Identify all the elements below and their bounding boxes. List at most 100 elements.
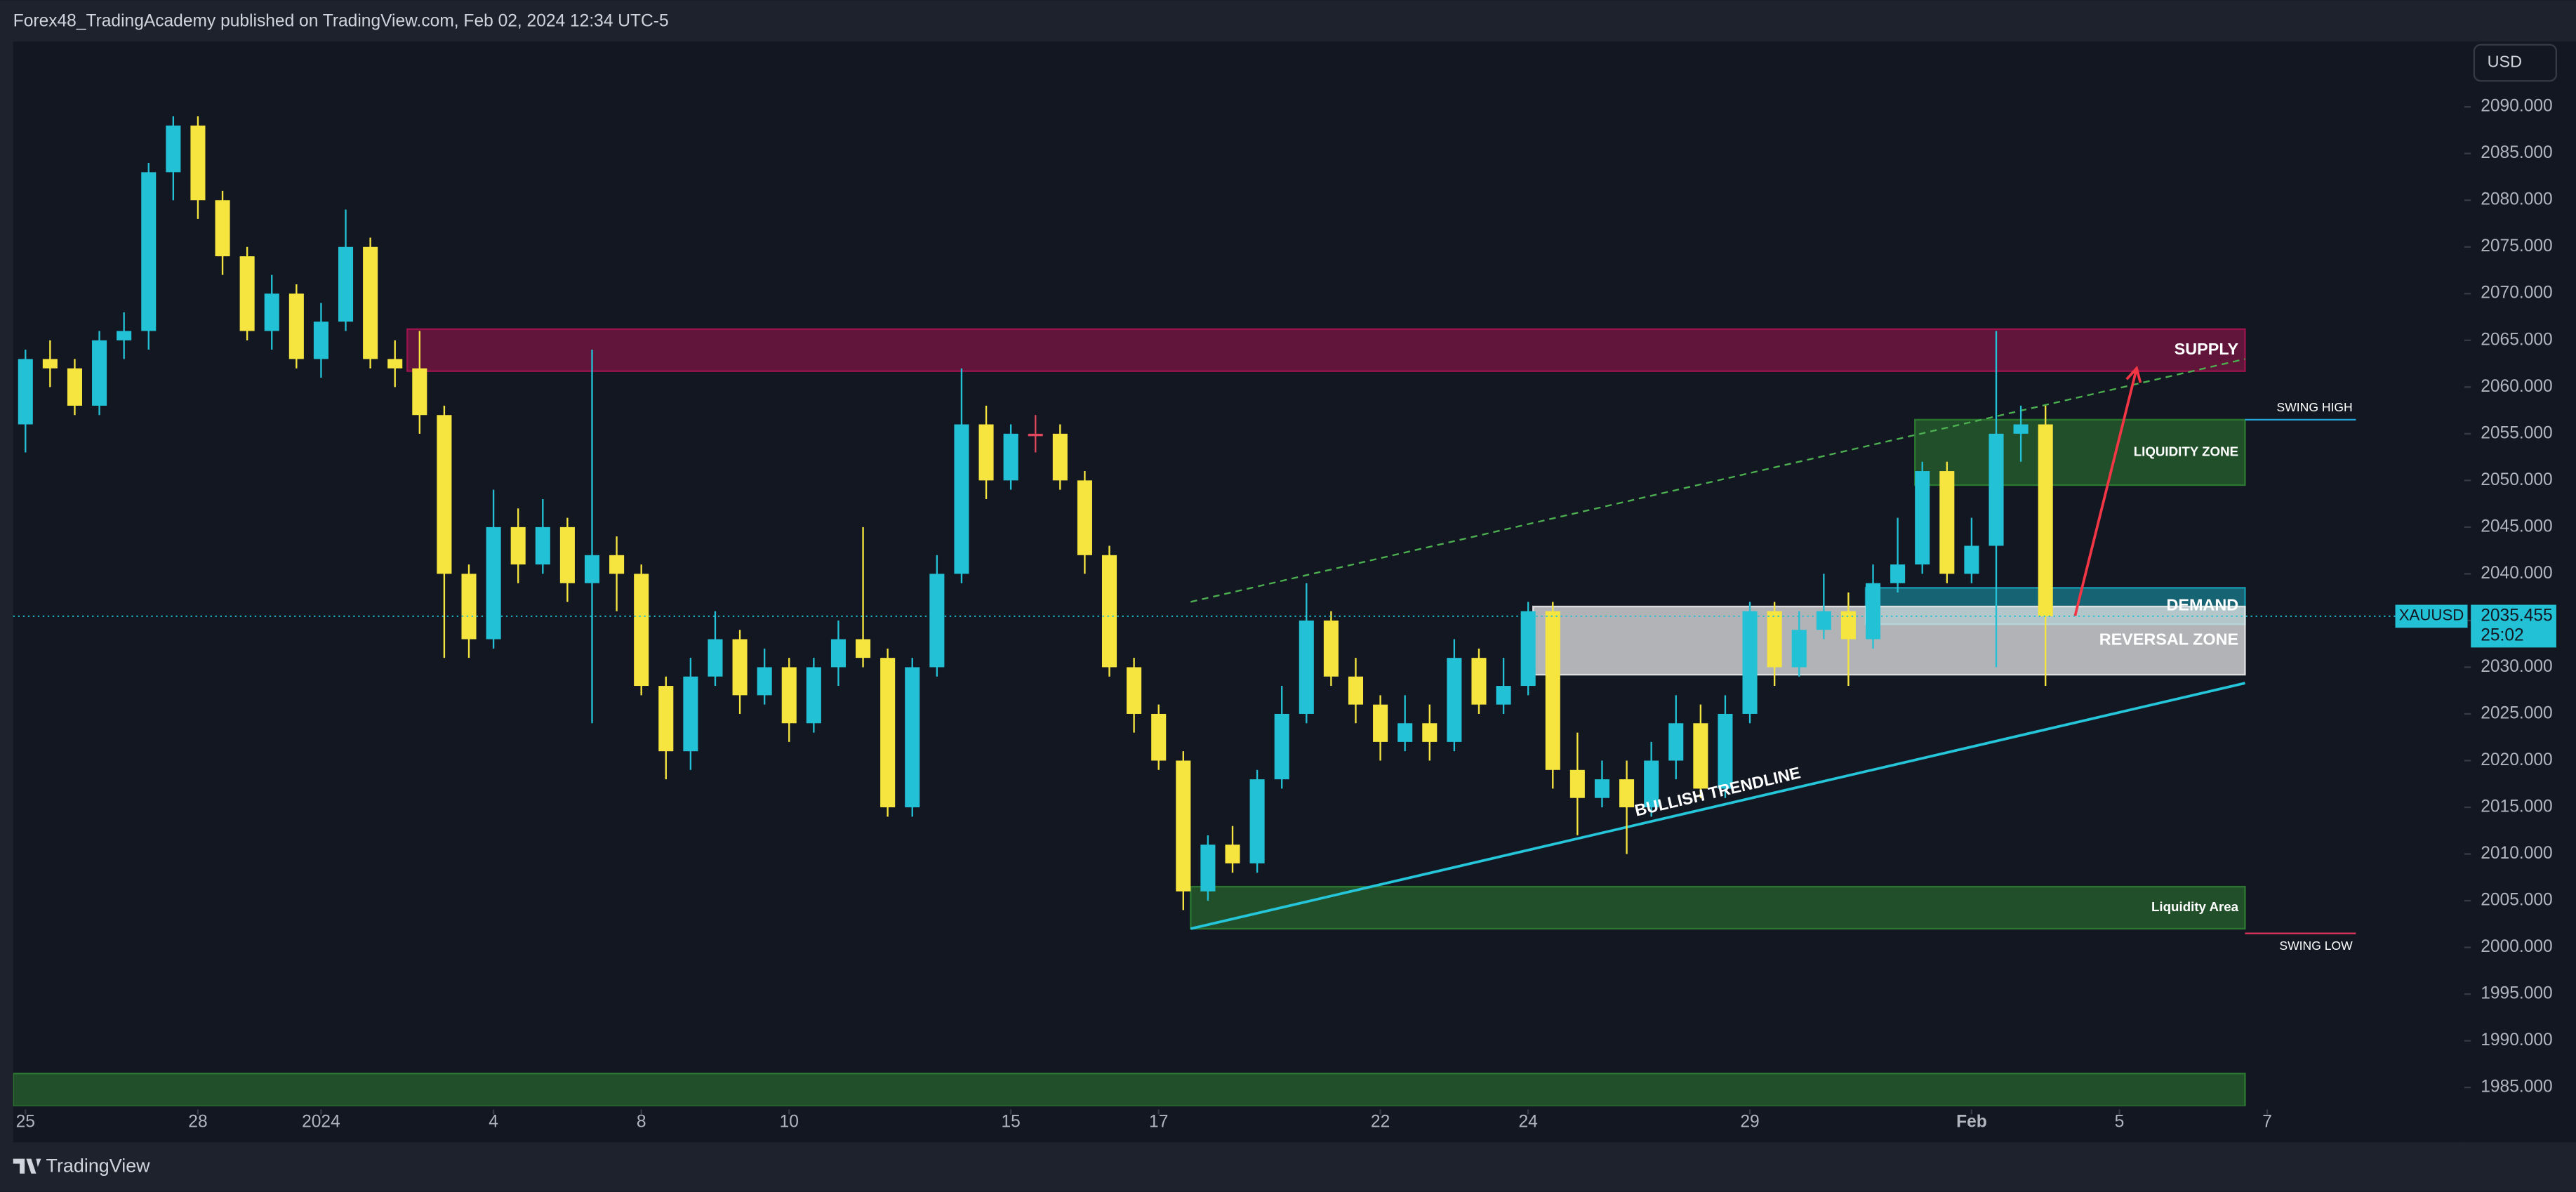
- x-tick-label: 5: [2115, 1113, 2125, 1132]
- candle-body: [1323, 620, 1339, 677]
- trendline: [1190, 358, 2245, 603]
- candle-body: [584, 555, 600, 583]
- candle-body: [708, 639, 723, 677]
- candle-body: [683, 676, 698, 752]
- y-tick-label: 2030.000: [2481, 657, 2552, 676]
- candle-body: [880, 658, 896, 808]
- candle-body: [634, 574, 649, 687]
- candle-body: [1693, 723, 1708, 789]
- y-tick-label: 2025.000: [2481, 703, 2552, 722]
- candle-body: [42, 359, 58, 369]
- zone: [1532, 605, 2246, 676]
- y-tick-label: 2055.000: [2481, 423, 2552, 442]
- candle-body: [1471, 658, 1487, 705]
- zone: [406, 328, 2246, 372]
- candle-body: [313, 322, 328, 359]
- candle-body: [757, 667, 772, 696]
- candle-body: [732, 639, 748, 696]
- x-tick-label: 2024: [302, 1113, 340, 1132]
- y-tick-label: 2080.000: [2481, 190, 2552, 209]
- candle-body: [978, 424, 994, 481]
- x-tick-label: 7: [2262, 1113, 2272, 1132]
- candle-body: [338, 246, 354, 322]
- x-tick-label: 4: [489, 1113, 498, 1132]
- x-tick-label: 25: [16, 1113, 35, 1132]
- candle-body: [141, 172, 157, 331]
- x-tick-label: Feb: [1956, 1113, 1987, 1132]
- candle-body: [1594, 779, 1609, 798]
- candle-body: [117, 331, 132, 340]
- candle-body: [288, 293, 304, 359]
- candle-body: [1274, 713, 1289, 780]
- candle-body: [1791, 630, 1807, 668]
- y-tick-label: 2060.000: [2481, 377, 2552, 396]
- footer-brand: TradingView: [46, 1155, 151, 1176]
- candle-body: [486, 527, 501, 640]
- candle-body: [1569, 769, 1585, 798]
- candle-body: [1373, 704, 1388, 742]
- candle-body: [954, 424, 969, 574]
- currency-label[interactable]: USD: [2488, 53, 2522, 71]
- candle-body: [1003, 433, 1018, 481]
- x-tick-label: 24: [1519, 1113, 1538, 1132]
- candle-body: [856, 639, 871, 658]
- candle-body: [1447, 658, 1462, 742]
- candle-body: [1718, 713, 1733, 789]
- y-tick-label: 2045.000: [2481, 517, 2552, 536]
- price-axis-background: [2464, 41, 2576, 1143]
- candle-body: [1939, 471, 1955, 574]
- candle-body: [67, 368, 82, 406]
- y-tick-label: 2015.000: [2481, 797, 2552, 816]
- candle-body: [239, 256, 255, 331]
- candle-body: [1840, 611, 1856, 640]
- y-tick-label: 2020.000: [2481, 750, 2552, 769]
- candle-body: [1890, 564, 1906, 583]
- x-tick-label: 29: [1740, 1113, 1759, 1132]
- trendline: [1190, 682, 2245, 930]
- x-tick-label: 8: [637, 1113, 646, 1132]
- y-tick-label: 2010.000: [2481, 844, 2552, 863]
- zone: [13, 1073, 2246, 1106]
- zone-label: Liquidity Area: [2151, 899, 2239, 914]
- y-tick-label: 2075.000: [2481, 237, 2552, 256]
- plot: [13, 116, 2246, 1106]
- price-tag: [2471, 604, 2556, 648]
- zone-label: SUPPLY: [2175, 340, 2239, 358]
- y-tick-label: 2040.000: [2481, 564, 2552, 583]
- candle-body: [905, 667, 920, 808]
- candle-body: [412, 368, 427, 416]
- publish-info: Forex48_TradingAcademy published on Trad…: [13, 11, 669, 30]
- candle-body: [1151, 713, 1167, 761]
- y-tick-label: 2085.000: [2481, 143, 2552, 162]
- candle-body: [2013, 424, 2029, 434]
- candle-body: [535, 527, 550, 565]
- symbol-label: XAUUSD: [2399, 607, 2464, 624]
- candle-body: [2038, 424, 2053, 616]
- candle-body: [1028, 433, 1043, 437]
- candle-body: [510, 527, 526, 565]
- y-tick-label: 2090.000: [2481, 97, 2552, 116]
- tv-logo: [13, 1158, 41, 1174]
- candle-body: [437, 415, 452, 574]
- level-label: SWING LOW: [2279, 939, 2353, 953]
- candle-body: [1767, 611, 1782, 668]
- candle-body: [1619, 779, 1635, 808]
- y-tick-label: 2005.000: [2481, 891, 2552, 910]
- currency-button[interactable]: [2473, 44, 2558, 82]
- candle-body: [190, 125, 206, 201]
- candle-body: [387, 359, 403, 369]
- countdown-label: 25:02: [2481, 625, 2523, 644]
- candle-body: [1348, 676, 1364, 705]
- x-tick-label: 10: [780, 1113, 799, 1132]
- candle-body: [1225, 845, 1240, 863]
- candle-body: [1299, 620, 1314, 714]
- candle-body: [1545, 611, 1560, 770]
- candle-body: [363, 246, 378, 359]
- candle-body: [1101, 555, 1117, 668]
- candle-body: [830, 639, 846, 668]
- candle-body: [1668, 723, 1684, 761]
- arrow: [2073, 365, 2142, 616]
- symbol-tag: [2395, 604, 2468, 628]
- candle-body: [1077, 480, 1092, 555]
